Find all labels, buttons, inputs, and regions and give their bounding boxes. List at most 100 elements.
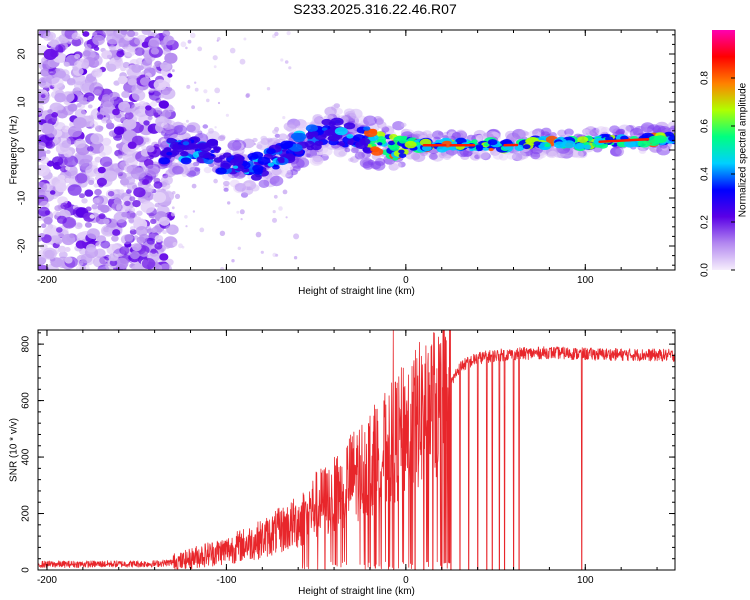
ridge-core xyxy=(198,151,211,159)
noise-speck xyxy=(237,246,241,250)
ridge-halo xyxy=(362,161,374,170)
ridge-core xyxy=(278,159,285,164)
snr-ytick-label: 200 xyxy=(21,505,32,522)
ridge-halo xyxy=(227,140,242,151)
noise-blob xyxy=(75,173,88,184)
noise-blob xyxy=(141,258,156,270)
noise-blob xyxy=(95,242,102,248)
ridge-halo xyxy=(203,166,212,174)
noise-blob xyxy=(112,108,120,116)
noise-blob xyxy=(160,61,171,71)
ridge-halo xyxy=(513,129,526,140)
ridge-halo xyxy=(266,137,273,143)
noise-speck xyxy=(212,55,218,61)
ridge-core xyxy=(222,152,232,158)
ridge-halo xyxy=(532,129,538,135)
noise-blob xyxy=(114,257,129,269)
noise-blob xyxy=(128,217,135,223)
noise-blob xyxy=(99,107,110,116)
noise-blob xyxy=(42,247,57,260)
noise-speck xyxy=(275,253,279,257)
ridge-core xyxy=(483,142,490,147)
ridge-core xyxy=(363,128,378,138)
ridge-core xyxy=(398,149,405,154)
ridge-halo xyxy=(344,147,351,153)
noise-speck xyxy=(185,46,188,50)
noise-blob xyxy=(63,61,70,67)
noise-blob xyxy=(100,240,111,249)
ridge-core xyxy=(533,141,541,146)
ridge-core xyxy=(321,127,328,131)
ridge-core xyxy=(321,118,333,126)
noise-blob xyxy=(131,264,143,270)
noise-blob xyxy=(64,256,73,264)
noise-speck xyxy=(197,46,203,52)
noise-blob xyxy=(71,32,81,40)
noise-blob xyxy=(79,193,85,199)
ridge-core xyxy=(451,141,458,145)
noise-blob xyxy=(99,204,110,213)
heatmap-xtick-label: -100 xyxy=(216,275,236,286)
ridge-halo xyxy=(476,134,486,142)
noise-speck xyxy=(243,37,247,41)
noise-blob xyxy=(162,30,171,37)
noise-blob xyxy=(84,222,92,228)
noise-blob xyxy=(106,54,112,59)
colorbar-tick-label: 0.8 xyxy=(700,71,711,85)
ridge-core xyxy=(522,144,531,150)
ridge-halo xyxy=(564,128,574,136)
noise-blob xyxy=(43,48,57,61)
noise-blob xyxy=(91,204,98,210)
ridge-halo xyxy=(513,150,527,161)
noise-blob xyxy=(72,66,79,71)
noise-blob xyxy=(38,206,50,217)
ridge-core xyxy=(359,137,371,146)
noise-blob xyxy=(49,190,56,195)
noise-blob xyxy=(122,151,137,163)
ridge-core xyxy=(449,145,458,151)
ridge-core xyxy=(577,136,589,144)
ridge-halo xyxy=(252,137,258,143)
noise-blob xyxy=(68,125,82,138)
snr-layer xyxy=(38,330,675,570)
noise-speck xyxy=(185,225,188,228)
noise-blob xyxy=(125,210,136,220)
noise-blob xyxy=(159,94,165,99)
noise-speck xyxy=(190,32,196,39)
noise-blob xyxy=(111,235,119,242)
noise-blob xyxy=(146,145,155,153)
noise-blob xyxy=(51,235,61,244)
noise-blob xyxy=(109,259,118,267)
ridge-core xyxy=(289,143,303,152)
noise-blob xyxy=(43,216,53,225)
ridge-halo xyxy=(280,168,292,178)
noise-speck xyxy=(192,210,196,213)
ridge-core xyxy=(343,122,356,130)
noise-blob xyxy=(65,166,71,171)
ridge-core xyxy=(188,143,200,150)
noise-blob xyxy=(116,143,123,149)
colorbar-tick-label: 0.0 xyxy=(700,263,711,277)
noise-blob xyxy=(38,164,50,177)
ridge-halo xyxy=(595,126,607,135)
snr-xtick-label: 0 xyxy=(403,575,409,586)
ridge-core xyxy=(398,138,408,144)
noise-blob xyxy=(82,31,90,37)
ridge-core xyxy=(280,140,294,149)
colorbar-tick-label: 0.2 xyxy=(700,215,711,229)
noise-speck xyxy=(288,66,292,70)
noise-blob xyxy=(147,115,153,121)
noise-blob xyxy=(85,243,97,253)
noise-speck xyxy=(171,69,175,73)
ridge-core xyxy=(305,124,318,132)
noise-blob xyxy=(164,52,178,64)
noise-blob xyxy=(159,263,172,270)
noise-speck xyxy=(170,212,176,217)
ridge-core xyxy=(469,147,475,152)
noise-speck xyxy=(260,250,264,254)
noise-speck xyxy=(274,31,279,37)
ridge-core xyxy=(213,157,223,163)
ridge-core xyxy=(347,140,354,145)
ridge-halo xyxy=(640,122,655,133)
